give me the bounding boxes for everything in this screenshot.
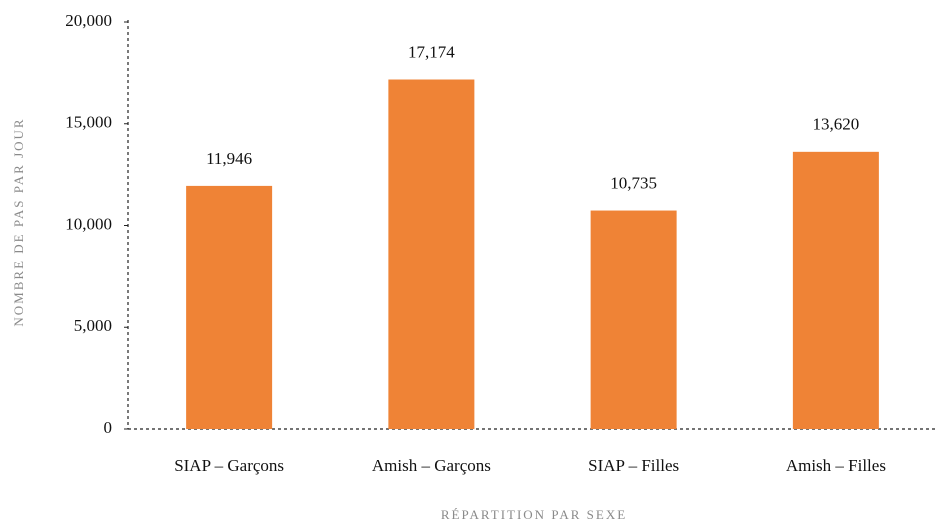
bar <box>388 79 475 430</box>
data-label: 10,735 <box>610 173 657 192</box>
x-tick-label: SIAP – Filles <box>588 456 679 475</box>
x-tick-label: SIAP – Garçons <box>174 456 284 475</box>
data-label: 17,174 <box>408 42 455 61</box>
x-tick-label: Amish – Filles <box>786 456 886 475</box>
y-tick-label: 10,000 <box>65 214 112 233</box>
y-axis-title: NOMBRE DE PAS PAR JOUR <box>11 117 26 326</box>
y-tick-label: 0 <box>104 418 113 437</box>
x-tick-label: Amish – Garçons <box>372 456 491 475</box>
y-tick-label: 15,000 <box>65 113 112 132</box>
x-axis-title: RÉPARTITION PAR SEXE <box>441 507 627 521</box>
bar <box>186 185 273 429</box>
data-label: 11,946 <box>206 149 252 168</box>
y-tick-label: 5,000 <box>74 316 112 335</box>
y-tick-label: 20,000 <box>65 11 112 30</box>
bar <box>792 151 879 429</box>
bar <box>590 210 677 429</box>
data-label: 13,620 <box>813 115 860 134</box>
